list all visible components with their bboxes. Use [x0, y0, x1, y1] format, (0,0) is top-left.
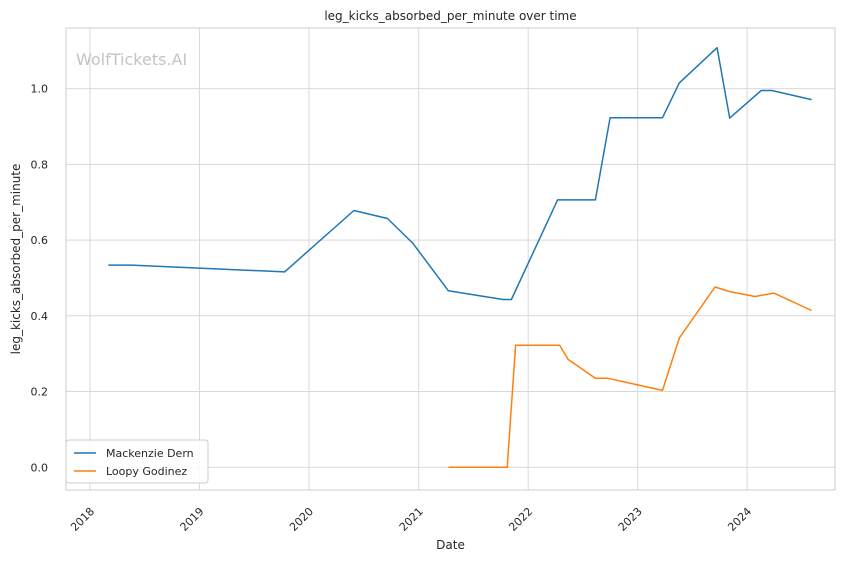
legend-label-loopy-godinez: Loopy Godinez [106, 465, 187, 478]
data-point-mackenzie-dern [771, 89, 773, 91]
x-tick-label: 2023 [616, 505, 645, 534]
data-point-loopy-godinez [714, 286, 716, 288]
plot-area-frame [65, 27, 836, 491]
data-point-loopy-godinez [514, 344, 516, 346]
data-point-loopy-godinez [558, 344, 560, 346]
data-point-mackenzie-dern [678, 82, 680, 84]
data-point-mackenzie-dern [130, 264, 132, 266]
legend-label-mackenzie-dern: Mackenzie Dern [106, 447, 194, 460]
data-point-loopy-godinez [729, 290, 731, 292]
x-axis-label: Date [436, 538, 465, 552]
data-point-loopy-godinez [678, 337, 680, 339]
grid [66, 28, 835, 490]
x-tick-label: 2021 [397, 505, 426, 534]
y-axis-label: leg_kicks_absorbed_per_minute [9, 164, 23, 355]
y-tick-label: 0.8 [31, 158, 49, 171]
data-point-loopy-godinez [661, 389, 663, 391]
data-point-mackenzie-dern [729, 117, 731, 119]
data-point-mackenzie-dern [353, 209, 355, 211]
y-tick-label: 0.6 [31, 234, 49, 247]
data-point-loopy-godinez [754, 295, 756, 297]
data-point-loopy-godinez [567, 358, 569, 360]
series-line-mackenzie-dern [108, 46, 812, 301]
data-point-mackenzie-dern [609, 117, 611, 119]
data-point-loopy-godinez [773, 292, 775, 294]
data-point-mackenzie-dern [661, 117, 663, 119]
data-point-mackenzie-dern [810, 98, 812, 100]
data-point-mackenzie-dern [502, 298, 504, 300]
data-point-mackenzie-dern [447, 290, 449, 292]
legend-box [65, 439, 209, 484]
data-point-mackenzie-dern [283, 271, 285, 273]
y-tick-label: 0.0 [31, 461, 49, 474]
y-tick-label: 0.2 [31, 386, 49, 399]
x-tick-label: 2019 [178, 505, 207, 534]
data-point-mackenzie-dern [556, 199, 558, 201]
data-point-mackenzie-dern [107, 264, 109, 266]
watermark: WolfTickets.AI [76, 50, 187, 69]
data-point-mackenzie-dern [510, 298, 512, 300]
x-tick-label: 2022 [506, 505, 535, 534]
series-layer [107, 46, 812, 469]
data-point-loopy-godinez [447, 466, 449, 468]
data-point-loopy-godinez [607, 377, 609, 379]
data-point-mackenzie-dern [386, 217, 388, 219]
y-tick-label: 1.0 [31, 83, 49, 96]
legend: Mackenzie Dern Loopy Godinez [65, 439, 209, 484]
data-point-mackenzie-dern [412, 242, 414, 244]
y-tick-label: 0.4 [31, 310, 49, 323]
series-line-loopy-godinez [448, 286, 812, 469]
data-point-loopy-godinez [594, 377, 596, 379]
data-point-mackenzie-dern [594, 199, 596, 201]
data-point-mackenzie-dern [716, 46, 718, 48]
x-tick-label: 2020 [287, 505, 316, 534]
data-point-loopy-godinez [506, 466, 508, 468]
x-tick-label: 2018 [68, 505, 97, 534]
data-point-loopy-godinez [810, 309, 812, 311]
x-tick-label: 2024 [725, 505, 754, 534]
chart-title: leg_kicks_absorbed_per_minute over time [324, 9, 576, 23]
data-point-mackenzie-dern [760, 89, 762, 91]
